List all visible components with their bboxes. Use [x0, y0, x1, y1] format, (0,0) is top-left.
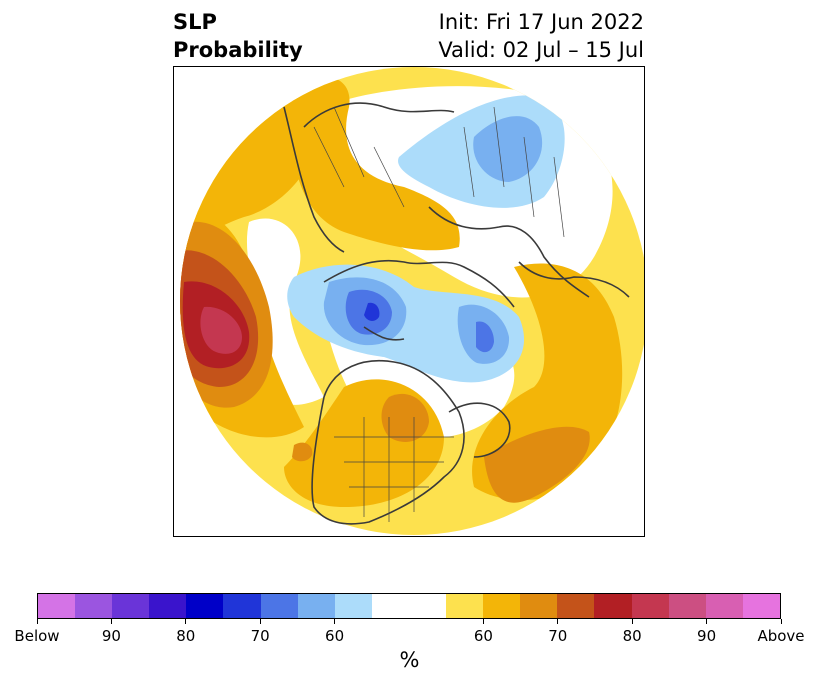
above-70-west-us: [292, 442, 313, 462]
colorbar-swatch: [557, 594, 595, 618]
colorbar-swatch: [446, 594, 484, 618]
colorbar-swatch: [631, 594, 669, 618]
colorbar-ticks: Below 90 80 70 60 60 70 80 90 Above: [14, 619, 805, 649]
above-60-europe: [291, 76, 460, 251]
colorbar-tick-label: Above: [757, 627, 805, 645]
title-line-slp: SLP: [173, 10, 217, 34]
colorbar-swatch: [334, 594, 372, 618]
colorbar-tick-label: 80: [622, 627, 642, 645]
borders: [313, 106, 565, 522]
chart-title-left: SLP Probability: [173, 8, 303, 64]
valid-date-label: Valid: 02 Jul – 15 Jul: [438, 38, 644, 62]
colorbar-swatch: [408, 594, 447, 618]
colorbar-tick-mark: [780, 619, 782, 624]
colorbar-tick-mark: [706, 619, 708, 624]
colorbar-tick-label: 70: [250, 627, 270, 645]
colorbar-swatch: [297, 594, 335, 618]
polar-map-panel: [173, 66, 645, 537]
colorbar-tick-mark: [557, 619, 559, 624]
colorbar-tick-label: 60: [325, 627, 345, 645]
colorbar-swatch: [371, 594, 409, 618]
colorbar-tick-mark: [36, 619, 38, 624]
chart-title-right: Init: Fri 17 Jun 2022 Valid: 02 Jul – 15…: [438, 8, 644, 64]
colorbar: [37, 593, 781, 619]
below-80-arctic-east: [476, 321, 494, 353]
colorbar-tick-label: 90: [697, 627, 717, 645]
above-85-pacific: [200, 306, 242, 354]
colorbar-swatch: [223, 594, 261, 618]
colorbar-tick-mark: [259, 619, 261, 624]
colorbar-swatch: [705, 594, 743, 618]
colorbar-swatch: [75, 594, 113, 618]
colorbar-swatch: [149, 594, 187, 618]
colorbar-swatch: [186, 594, 224, 618]
colorbar-swatch: [260, 594, 298, 618]
colorbar-swatch: [483, 594, 521, 618]
colorbar-unit-label: %: [399, 648, 420, 672]
colorbar-tick-mark: [110, 619, 112, 624]
colorbar-tick-label: 70: [548, 627, 568, 645]
coastlines: [283, 102, 630, 525]
colorbar-tick-label: 60: [473, 627, 493, 645]
above-70-atlantic: [484, 426, 590, 503]
colorbar-tick-label: 80: [176, 627, 196, 645]
colorbar-swatch: [742, 594, 780, 618]
init-date-label: Init: Fri 17 Jun 2022: [438, 10, 644, 34]
above-70-great-lakes: [381, 393, 429, 442]
title-line-probability: Probability: [173, 38, 303, 62]
colorbar-tick-mark: [631, 619, 633, 624]
colorbar-tick-mark: [185, 619, 187, 624]
colorbar-tick-label: 90: [101, 627, 121, 645]
probability-map: [180, 67, 644, 535]
colorbar-swatch: [668, 594, 706, 618]
colorbar-tick-mark: [482, 619, 484, 624]
below-90-arctic-west: [364, 302, 380, 321]
colorbar-swatch: [594, 594, 632, 618]
colorbar-tick-mark: [334, 619, 336, 624]
colorbar-swatch: [520, 594, 558, 618]
below-70-asia: [473, 116, 543, 182]
colorbar-tick-label: Below: [14, 627, 60, 645]
colorbar-swatch: [38, 594, 76, 618]
colorbar-swatch: [112, 594, 150, 618]
